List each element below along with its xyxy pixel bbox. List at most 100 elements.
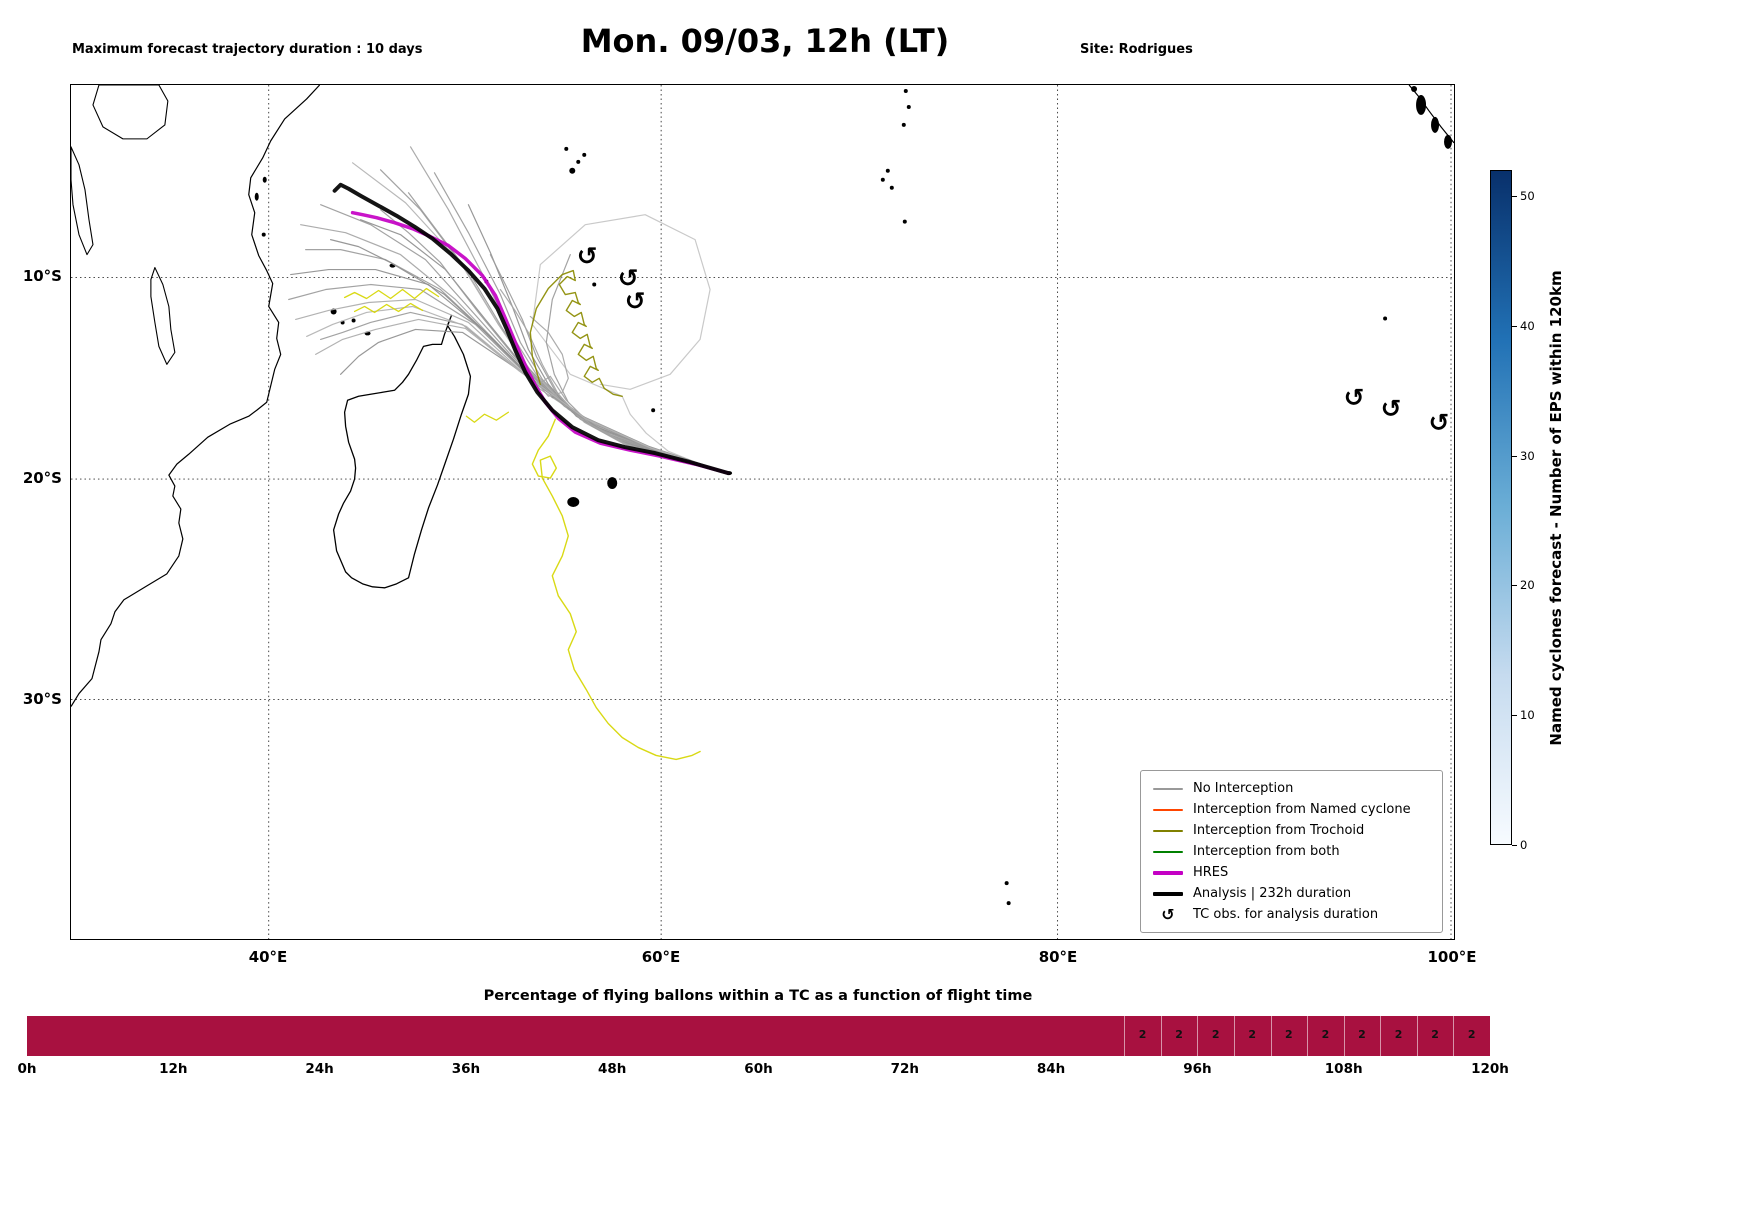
colorbar-tick-label: 30 [1520, 448, 1535, 463]
trajectory-balloon-yellow [531, 418, 701, 761]
colorbar-gradient [1490, 170, 1512, 845]
trajectory-ensemble [379, 209, 729, 474]
legend-label: HRES [1193, 865, 1229, 880]
bar-count-label: 2 [1138, 1028, 1147, 1041]
page-title: Mon. 09/03, 12h (LT) [580, 22, 950, 60]
map-legend: No Interception Interception from Named c… [1140, 770, 1443, 933]
legend-label: TC obs. for analysis duration [1193, 907, 1379, 922]
bar-segment-divider [1343, 1016, 1345, 1056]
island [889, 185, 894, 190]
island [651, 408, 656, 413]
bar-count-label: 2 [1285, 1028, 1293, 1041]
bar-count-label: 2 [1175, 1028, 1183, 1041]
trajectory-balloon-yellow [343, 287, 440, 300]
bottom-chart-title: Percentage of flying ballons within a TC… [483, 988, 1033, 1004]
flight-time-tick-label: 12h [159, 1061, 188, 1077]
trajectory-trochoid [529, 269, 623, 397]
flight-time-tick-label: 24h [305, 1061, 334, 1077]
map-panel: ↺ ↺ ↺ ↺ ↺ ↺ No Interception Interception from … [70, 84, 1455, 940]
param-line-duration: Maximum forecast trajectory duration : 1… [72, 42, 423, 57]
bar-count-label: 2 [1358, 1028, 1366, 1041]
colorbar-tick-mark [1512, 325, 1517, 327]
coastline-madagascar [332, 314, 472, 589]
trajectory-analysis [332, 182, 731, 476]
bar-segment-divider [1416, 1016, 1418, 1056]
tc-obs-icon: ↺ [1344, 383, 1365, 412]
legend-sample [1151, 787, 1185, 790]
flight-time-tick-label: 108h [1324, 1061, 1363, 1077]
bar-segment-divider [1453, 1016, 1455, 1056]
lon-tick-label: 40°E [248, 948, 288, 966]
legend-tc-obs-icon: ↺ [1161, 905, 1175, 924]
island [351, 318, 356, 323]
trajectory-balloon-yellow [465, 411, 510, 423]
colorbar-tick-mark [1512, 845, 1517, 846]
colorbar-tick-mark [1512, 715, 1517, 717]
lat-tick-label: 30°S [22, 690, 62, 708]
trajectory-ensemble [467, 204, 729, 474]
island [592, 282, 597, 287]
colorbar-tick-label: 20 [1520, 578, 1535, 593]
island [567, 497, 580, 508]
legend-label: Interception from Named cyclone [1193, 802, 1411, 817]
colorbar-tick-mark [1512, 195, 1517, 197]
legend-item: ↺ TC obs. for analysis duration [1151, 904, 1432, 925]
colorbar-label: Named cyclones forecast - Number of EPS … [1547, 270, 1565, 746]
island [576, 159, 581, 164]
map-canvas: ↺↺↺↺ ↺ ↺ [71, 85, 1454, 939]
flight-time-tick-label: 0h [17, 1061, 37, 1077]
bar-count-label: 2 [1211, 1028, 1220, 1041]
trajectory-ensemble [306, 305, 729, 474]
lon-tick-label: 60°E [641, 948, 681, 966]
flight-time-tick-label: 96h [1183, 1061, 1212, 1077]
coastline-lake-malawi [150, 267, 176, 365]
tc-obs-icon: ↺ [618, 264, 639, 293]
island [564, 146, 569, 151]
bar-segment-divider [1490, 1016, 1491, 1056]
legend-line-sample [1153, 808, 1183, 811]
tc-obs-icon: ↺ [625, 286, 646, 315]
bar-segment-divider [1270, 1016, 1272, 1056]
legend-line-sample [1153, 891, 1183, 896]
legend-sample [1151, 829, 1185, 832]
legend-item: No Interception [1151, 778, 1432, 799]
lon-tick-label: 100°E [1427, 948, 1477, 966]
island [1004, 881, 1009, 886]
island [1444, 134, 1453, 149]
bar-segment-divider [1197, 1016, 1199, 1056]
island [903, 88, 908, 93]
island [261, 232, 266, 237]
legend-label: Interception from both [1193, 844, 1340, 859]
tc-obs-icon: ↺ [577, 242, 598, 271]
colorbar-tick-label: 40 [1520, 318, 1535, 333]
legend-item: Interception from Named cyclone [1151, 799, 1432, 820]
bar-count-label: 2 [1467, 1028, 1476, 1041]
legend-item: HRES [1151, 862, 1432, 883]
island [902, 219, 907, 224]
legend-line-sample [1153, 870, 1183, 875]
bar-count-label: 2 [1431, 1028, 1439, 1041]
bar-count-label: 2 [1248, 1028, 1257, 1041]
island [901, 122, 906, 127]
trajectory-ensemble [379, 169, 729, 474]
legend-item: Interception from Trochoid [1151, 820, 1432, 841]
trajectory-ensemble [359, 219, 729, 474]
island [885, 168, 890, 173]
island [262, 176, 267, 183]
colorbar-tick-mark [1512, 585, 1517, 587]
island [880, 177, 885, 182]
flight-time-tick-label: 36h [451, 1061, 481, 1077]
tc-obs-icon: ↺ [1429, 408, 1450, 437]
legend-line-sample [1153, 829, 1183, 832]
tc-obs-icon: ↺ [1381, 394, 1402, 423]
legend-line-sample [1153, 850, 1183, 853]
trajectory-ensemble [351, 162, 729, 474]
flight-time-tick-label: 72h [890, 1061, 919, 1077]
coastline-africa-east-coast [71, 85, 321, 707]
trajectory-balloon-yellow [353, 302, 424, 314]
flight-time-tick-label: 120h [1471, 1061, 1509, 1077]
bar-count-label: 2 [1394, 1028, 1403, 1041]
flight-time-tick-label: 60h [744, 1061, 773, 1077]
flight-time-tick-label: 48h [597, 1061, 627, 1077]
legend-line-sample [1153, 787, 1183, 790]
